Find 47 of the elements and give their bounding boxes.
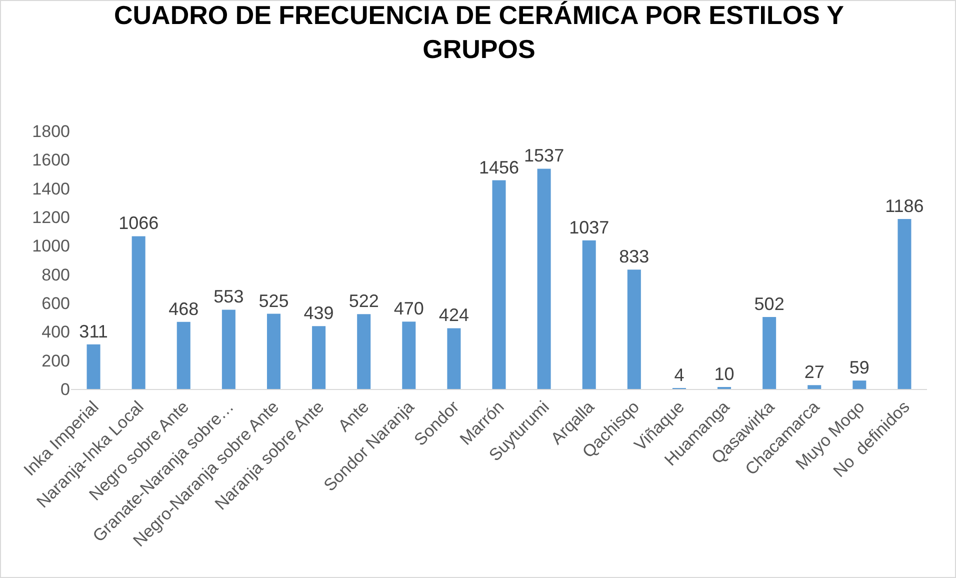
bar: [898, 219, 912, 389]
data-label: 1456: [478, 157, 520, 178]
data-label: 4: [674, 365, 684, 385]
data-label: 59: [849, 358, 870, 378]
data-label: 468: [168, 298, 199, 319]
y-tick-label: 1000: [32, 236, 70, 256]
bar: [357, 314, 371, 389]
chart-title: CUADRO DE FRECUENCIA DE CERÁMICA POR ESTILOS Y GRUPOS: [114, 0, 844, 64]
bar: [266, 314, 280, 389]
data-label: 439: [304, 303, 334, 324]
bar: [222, 310, 236, 389]
data-label: 502: [754, 294, 784, 314]
y-tick-label: 600: [42, 294, 70, 313]
bar: [86, 344, 100, 389]
data-label: 525: [258, 290, 289, 311]
bar: [312, 326, 326, 389]
data-label: 311: [79, 321, 108, 342]
data-label: 1037: [569, 217, 610, 238]
bar: [762, 317, 776, 389]
y-tick-label: 400: [42, 322, 70, 342]
y-tick-label: 1600: [32, 150, 70, 170]
y-tick-label: 1200: [32, 208, 70, 227]
bar: [447, 328, 461, 389]
data-label: 1186: [885, 196, 924, 216]
bar: [537, 168, 551, 389]
data-label: 553: [214, 286, 244, 307]
y-tick-label: 1800: [32, 122, 70, 141]
bar: [852, 380, 866, 389]
y-tick-label: 0: [60, 380, 70, 399]
y-tick-label: 800: [42, 265, 70, 284]
data-label: 1537: [524, 146, 564, 166]
data-label: 27: [804, 362, 824, 382]
bar: [176, 322, 190, 389]
bar: [492, 180, 506, 389]
y-tick-label: 1400: [32, 179, 70, 198]
bar: [627, 270, 641, 389]
bar: [582, 240, 596, 389]
y-tick-label: 200: [42, 351, 70, 370]
bar: [402, 322, 416, 389]
bar: [808, 385, 822, 389]
data-label: 10: [714, 364, 734, 384]
data-label: 522: [348, 291, 379, 312]
data-label: 833: [619, 246, 650, 267]
data-label: 424: [438, 305, 469, 326]
data-label: 470: [394, 298, 424, 319]
data-label: 1066: [118, 213, 159, 234]
bar: [132, 236, 146, 389]
